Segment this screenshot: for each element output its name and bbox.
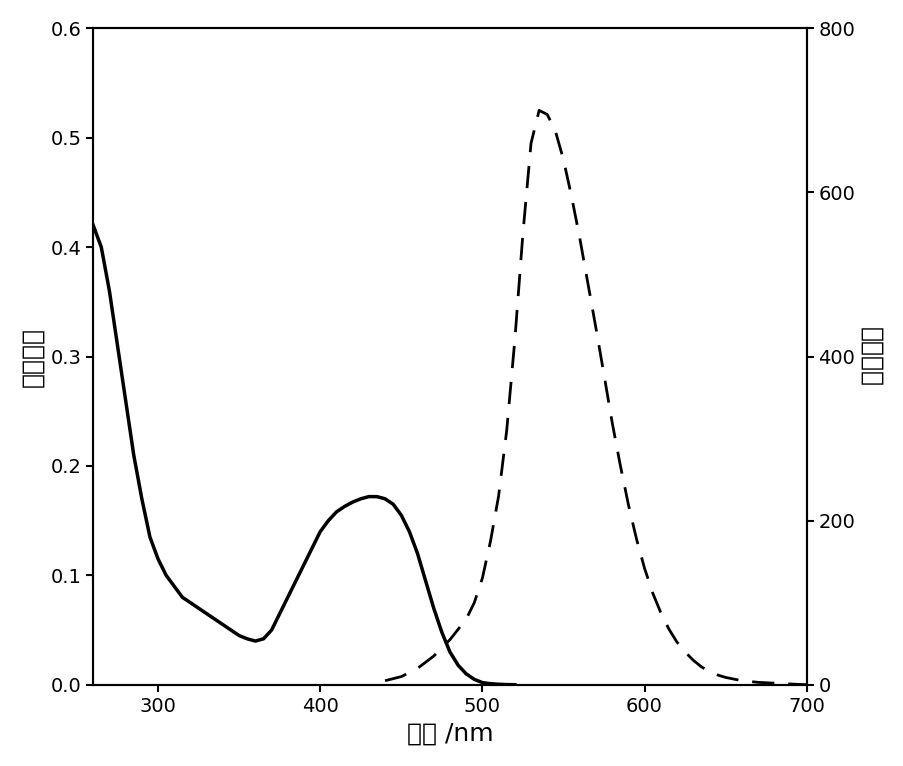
- Y-axis label: 荧光发射: 荧光发射: [858, 326, 882, 387]
- X-axis label: 波长 /nm: 波长 /nm: [406, 721, 493, 745]
- Y-axis label: 紫外吸收: 紫外吸收: [21, 326, 45, 387]
